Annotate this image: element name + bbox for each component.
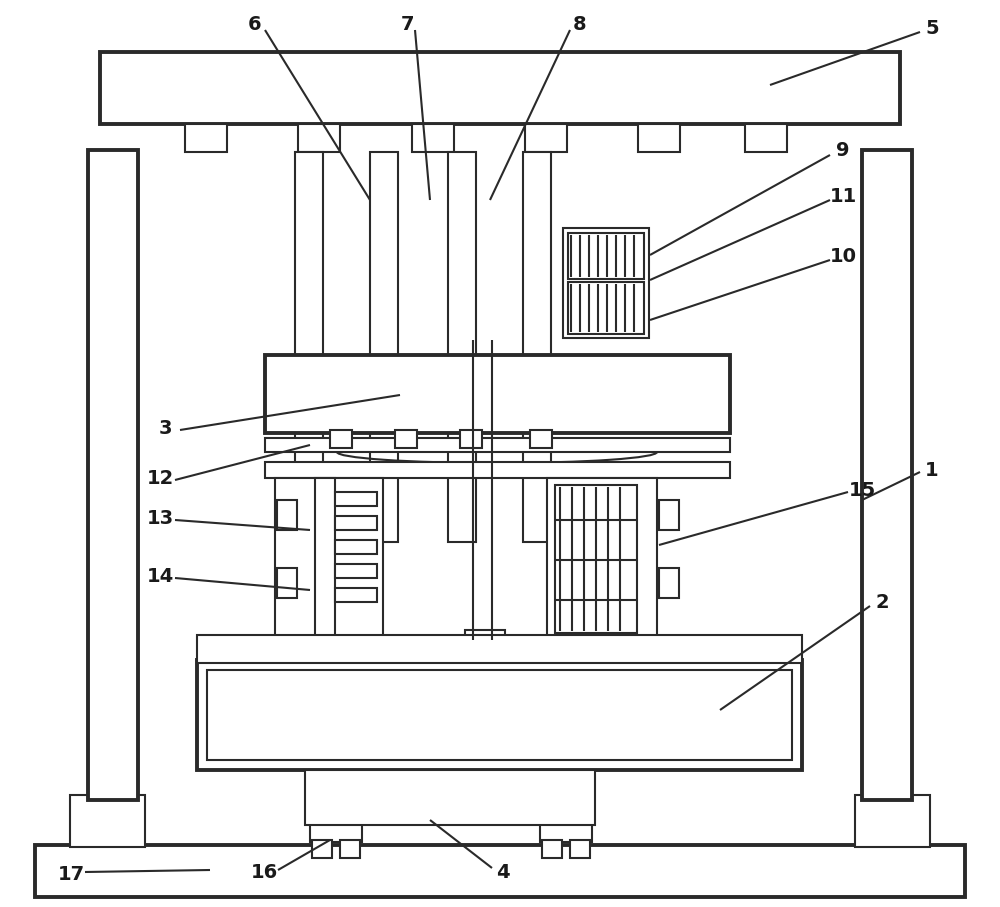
Text: 2: 2 <box>875 592 889 611</box>
Text: 11: 11 <box>829 187 857 206</box>
Text: 7: 7 <box>400 15 414 34</box>
Bar <box>745 124 787 152</box>
Bar <box>335 540 377 554</box>
Bar <box>275 478 383 640</box>
Bar <box>340 840 360 858</box>
Bar <box>335 492 377 506</box>
Bar <box>295 152 323 542</box>
Bar <box>547 478 657 640</box>
Bar <box>35 845 965 897</box>
Bar <box>197 660 802 770</box>
Bar <box>580 641 640 654</box>
Bar <box>335 516 377 530</box>
Bar <box>197 635 802 663</box>
Bar <box>530 430 552 448</box>
Bar <box>265 462 730 478</box>
Bar <box>395 430 417 448</box>
Bar <box>659 568 679 598</box>
Text: 14: 14 <box>146 567 174 586</box>
Text: 10: 10 <box>830 247 856 266</box>
Bar <box>298 124 340 152</box>
Bar <box>570 840 590 858</box>
Bar <box>370 152 398 542</box>
Bar <box>542 840 562 858</box>
Bar <box>100 52 900 124</box>
Bar <box>448 152 476 542</box>
Text: 12: 12 <box>146 469 174 487</box>
Bar <box>335 588 377 602</box>
Text: 16: 16 <box>250 863 278 883</box>
Bar <box>555 485 637 633</box>
Bar <box>335 564 377 578</box>
Text: 3: 3 <box>158 418 172 437</box>
Bar <box>659 500 679 530</box>
Bar <box>312 840 332 858</box>
Bar <box>207 670 792 760</box>
Bar <box>277 500 297 530</box>
Bar <box>412 124 454 152</box>
Bar <box>315 478 335 640</box>
Bar <box>88 150 138 800</box>
Bar <box>563 228 649 338</box>
Bar <box>862 150 912 800</box>
Text: 8: 8 <box>573 15 587 34</box>
Text: 1: 1 <box>925 461 939 480</box>
Bar <box>525 124 567 152</box>
Bar <box>185 124 227 152</box>
Bar <box>460 430 482 448</box>
Bar <box>277 568 297 598</box>
Bar <box>855 795 930 847</box>
Bar <box>540 770 592 842</box>
Bar <box>523 152 551 542</box>
Text: 5: 5 <box>925 18 939 37</box>
Bar <box>265 355 730 433</box>
Text: 13: 13 <box>146 509 174 528</box>
Bar <box>568 282 644 334</box>
Bar <box>465 630 505 662</box>
Bar <box>70 795 145 847</box>
Text: 17: 17 <box>57 865 85 884</box>
Text: 6: 6 <box>248 15 262 34</box>
Text: 9: 9 <box>836 141 850 160</box>
Bar <box>310 770 362 842</box>
Bar <box>305 770 595 825</box>
Text: 4: 4 <box>496 863 510 882</box>
Bar <box>295 641 355 654</box>
Bar <box>265 438 730 452</box>
Bar <box>638 124 680 152</box>
Text: 15: 15 <box>848 481 876 500</box>
Bar <box>275 638 655 660</box>
Bar <box>568 233 644 279</box>
Bar <box>330 430 352 448</box>
